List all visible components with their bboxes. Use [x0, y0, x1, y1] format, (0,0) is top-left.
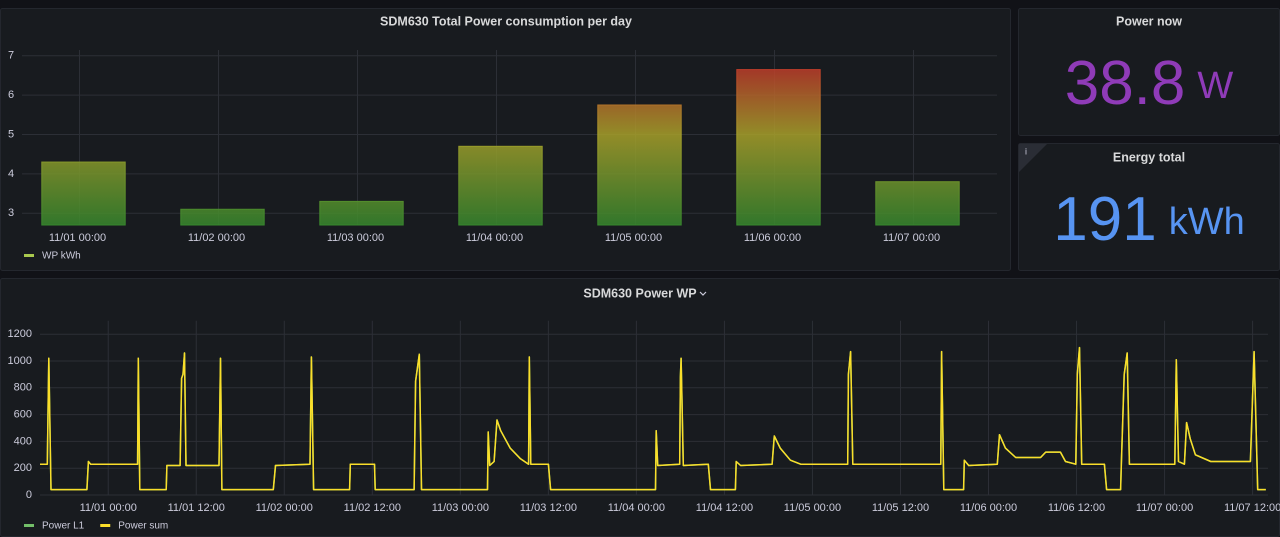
y-tick-label: 3 — [8, 207, 14, 219]
bar — [319, 200, 404, 226]
y-tick-label: 1200 — [8, 328, 32, 340]
bar — [41, 161, 126, 226]
x-tick-label: 11/03 12:00 — [520, 502, 577, 514]
legend-swatch — [24, 254, 34, 257]
x-tick-label: 11/05 00:00 — [784, 502, 841, 514]
legend-label: Power L1 — [42, 521, 85, 532]
y-tick-label: 0 — [26, 489, 32, 501]
bar — [736, 69, 821, 226]
stat-number: 38.8 — [1065, 49, 1186, 118]
x-tick-label: 11/07 00:00 — [1136, 502, 1193, 514]
x-tick-label: 11/02 12:00 — [344, 502, 401, 514]
y-tick-label: 800 — [14, 382, 32, 394]
y-tick-label: 1000 — [8, 355, 32, 367]
info-icon: i — [1025, 146, 1027, 156]
y-tick-label: 200 — [14, 462, 32, 474]
series-line — [40, 346, 1266, 491]
bar — [875, 181, 960, 226]
y-tick-label: 400 — [14, 435, 32, 447]
stat-unit: W — [1197, 65, 1233, 107]
y-tick-label: 6 — [8, 89, 14, 101]
x-tick-label: 11/06 00:00 — [960, 502, 1017, 514]
x-tick-label: 11/02 00:00 — [256, 502, 313, 514]
bar — [458, 145, 543, 226]
panel-title: SDM630 Total Power consumption per day — [380, 14, 632, 28]
panel-title[interactable]: SDM630 Power WP — [583, 286, 696, 300]
stat-value: 191 kWh — [1053, 185, 1244, 254]
line-panel — [0, 278, 1280, 537]
y-tick-label: 4 — [8, 168, 14, 180]
legend-swatch — [100, 524, 111, 527]
x-tick-label: 11/03 00:00 — [432, 502, 489, 514]
y-tick-label: 7 — [8, 50, 14, 62]
x-tick-label: 11/05 00:00 — [605, 232, 662, 244]
x-tick-label: 11/06 12:00 — [1048, 502, 1105, 514]
x-tick-label: 11/01 12:00 — [168, 502, 225, 514]
stat-title: Energy total — [1113, 150, 1185, 164]
stat-title: Power now — [1116, 14, 1182, 28]
y-tick-label: 600 — [14, 409, 32, 421]
bar — [597, 104, 682, 226]
x-tick-label: 11/04 00:00 — [466, 232, 523, 244]
stat-unit: kWh — [1169, 201, 1245, 243]
x-tick-label: 11/02 00:00 — [188, 232, 245, 244]
legend-label: Power sum — [118, 521, 168, 532]
x-tick-label: 11/07 00:00 — [883, 232, 940, 244]
x-tick-label: 11/04 12:00 — [696, 502, 753, 514]
info-corner[interactable] — [1019, 144, 1047, 172]
bar — [180, 208, 265, 226]
legend-swatch — [24, 524, 34, 527]
x-tick-label: 11/07 12:00 — [1224, 502, 1280, 514]
x-tick-label: 11/01 00:00 — [80, 502, 137, 514]
panel-menu-chevron[interactable] — [699, 291, 707, 296]
y-tick-label: 5 — [8, 128, 14, 140]
x-tick-label: 11/04 00:00 — [608, 502, 665, 514]
x-tick-label: 11/01 00:00 — [49, 232, 106, 244]
x-tick-label: 11/05 12:00 — [872, 502, 929, 514]
stat-number: 191 — [1053, 185, 1156, 254]
x-tick-label: 11/06 00:00 — [744, 232, 801, 244]
stat-value: 38.8 W — [1065, 49, 1234, 118]
x-tick-label: 11/03 00:00 — [327, 232, 384, 244]
legend-label: WP kWh — [42, 251, 81, 262]
